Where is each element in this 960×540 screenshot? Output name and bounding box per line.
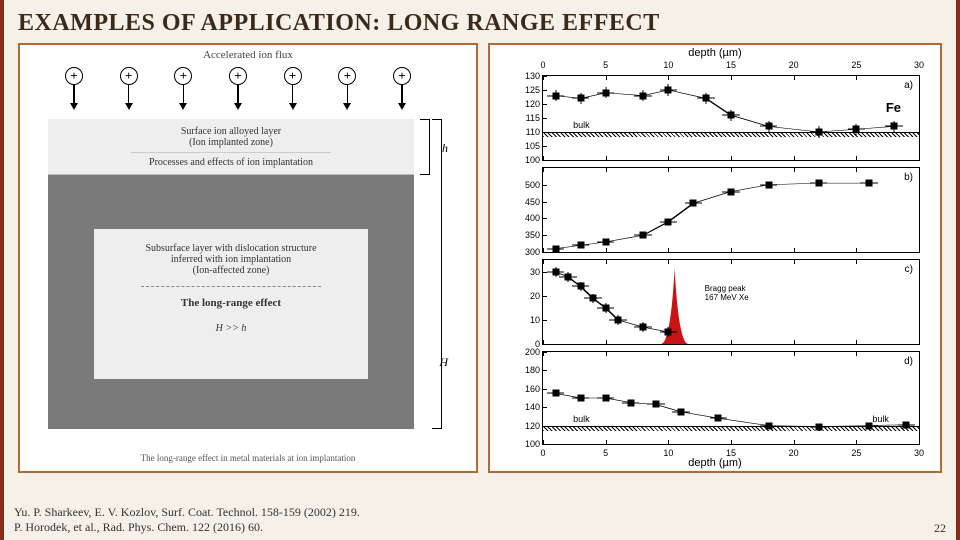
- right-panel: depth (µm) depth (µm) a) Fe 100105110115…: [488, 43, 942, 473]
- bulk-label: bulk: [872, 414, 889, 424]
- y-tick: 130: [509, 71, 543, 81]
- hh-label: H >> h: [100, 323, 362, 334]
- x-tick: 15: [726, 448, 736, 458]
- ion-arrow: +: [279, 67, 307, 117]
- depth-chart: depth (µm) depth (µm) a) Fe 100105110115…: [490, 45, 940, 471]
- subplot-c: c) 0102030Bragg peak167 MeV Xe: [542, 259, 920, 345]
- y-tick: 120: [509, 421, 543, 431]
- plus-icon: +: [284, 67, 302, 85]
- x-tick: 25: [851, 60, 861, 70]
- x-tick: 5: [603, 60, 608, 70]
- divider: [131, 152, 331, 153]
- y-tick: 180: [509, 365, 543, 375]
- references: Yu. P. Sharkeev, E. V. Kozlov, Surf. Coa…: [14, 505, 360, 536]
- flux-label: Accelerated ion flux: [20, 49, 476, 61]
- plus-icon: +: [338, 67, 356, 85]
- x-tick: 30: [914, 60, 924, 70]
- x-tick: 30: [914, 448, 924, 458]
- plus-icon: +: [65, 67, 83, 85]
- y-tick: 105: [509, 141, 543, 151]
- y-tick: 120: [509, 99, 543, 109]
- x-tick: 15: [726, 60, 736, 70]
- x-tick: 20: [789, 448, 799, 458]
- plus-icon: +: [120, 67, 138, 85]
- subsurface-box: Subsurface layer with dislocation struct…: [94, 229, 368, 379]
- plot-area: a) Fe 100105110115120125130051015202530b…: [542, 75, 920, 441]
- ion-arrow: +: [333, 67, 361, 117]
- y-tick: 100: [509, 155, 543, 165]
- sub-line3: (Ion-affected zone): [100, 265, 362, 276]
- y-tick: 100: [509, 439, 543, 449]
- content-row: Accelerated ion flux + + + + + + + Surface ion…: [4, 43, 956, 540]
- slide-title: EXAMPLES OF APPLICATION: LONG RANGE EFFE…: [4, 0, 956, 43]
- plus-icon: +: [229, 67, 247, 85]
- surface-line1: Surface ion alloyed layer: [181, 126, 281, 137]
- y-tick: 200: [509, 347, 543, 357]
- subplot-b: b) 300350400450500: [542, 167, 920, 253]
- y-tick: 125: [509, 85, 543, 95]
- x-tick: 25: [851, 448, 861, 458]
- x-tick: 10: [663, 60, 673, 70]
- surface-line3: Processes and effects of ion implantatio…: [149, 157, 313, 168]
- y-tick: 300: [509, 247, 543, 257]
- surface-line2: (Ion implanted zone): [189, 137, 273, 148]
- y-tick: 10: [509, 315, 543, 325]
- ion-arrows: + + + + + + +: [60, 67, 416, 117]
- x-tick: 10: [663, 448, 673, 458]
- plus-icon: +: [174, 67, 192, 85]
- y-tick: 350: [509, 230, 543, 240]
- y-tick: 140: [509, 402, 543, 412]
- ion-arrow: +: [60, 67, 88, 117]
- x-axis-label-bottom: depth (µm): [490, 457, 940, 469]
- ion-arrow: +: [388, 67, 416, 117]
- ion-arrow: +: [169, 67, 197, 117]
- y-tick: 160: [509, 384, 543, 394]
- ion-arrow: +: [115, 67, 143, 117]
- left-panel: Accelerated ion flux + + + + + + + Surface ion…: [18, 43, 478, 473]
- x-tick: 20: [789, 60, 799, 70]
- sub-line1: Subsurface layer with dislocation struct…: [100, 243, 362, 254]
- y-tick: 500: [509, 180, 543, 190]
- material-block: Surface ion alloyed layer (Ion implanted…: [48, 119, 414, 429]
- surface-box: Surface ion alloyed layer (Ion implanted…: [48, 119, 414, 175]
- ref1: Yu. P. Sharkeev, E. V. Kozlov, Surf. Coa…: [14, 505, 360, 521]
- footer: Yu. P. Sharkeev, E. V. Kozlov, Surf. Coa…: [14, 505, 946, 536]
- dashed-divider: [141, 286, 321, 287]
- sub-line2: inferred with ion implantation: [100, 254, 362, 265]
- x-tick: 0: [540, 448, 545, 458]
- y-tick: 450: [509, 197, 543, 207]
- x-axis-label-top: depth (µm): [490, 47, 940, 59]
- y-tick: 400: [509, 213, 543, 223]
- page-number: 22: [934, 521, 946, 536]
- h-small-label: h: [442, 141, 448, 156]
- y-tick: 30: [509, 267, 543, 277]
- x-tick: 0: [540, 60, 545, 70]
- brace-small: [420, 119, 430, 175]
- plus-icon: +: [393, 67, 411, 85]
- subplot-a: a) Fe 100105110115120125130051015202530b…: [542, 75, 920, 161]
- long-range-label: The long-range effect: [100, 297, 362, 309]
- brace-big: [432, 119, 442, 429]
- y-tick: 115: [509, 113, 543, 123]
- y-tick: 20: [509, 291, 543, 301]
- h-big-label: H: [439, 355, 448, 370]
- y-tick: 110: [509, 127, 543, 137]
- ref2: P. Horodek, et al., Rad. Phys. Chem. 122…: [14, 520, 360, 536]
- x-tick: 5: [603, 448, 608, 458]
- diagram-caption: The long-range effect in metal materials…: [20, 453, 476, 463]
- ion-arrow: +: [224, 67, 252, 117]
- diagram: Accelerated ion flux + + + + + + + Surface ion…: [20, 45, 476, 471]
- subplot-d: d) 100120140160180200051015202530bulkbul…: [542, 351, 920, 445]
